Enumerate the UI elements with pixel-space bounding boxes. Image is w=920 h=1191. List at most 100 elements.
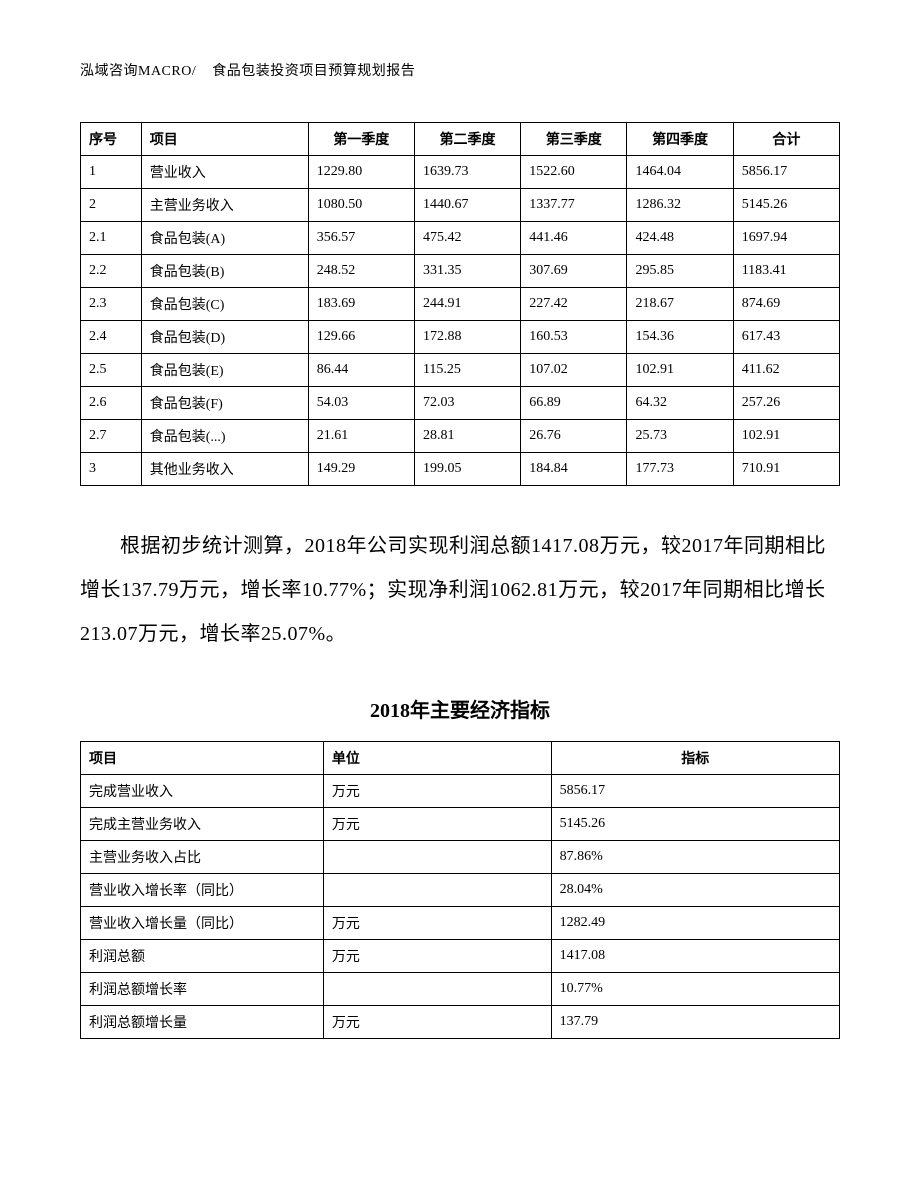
- table-cell: 295.85: [627, 255, 733, 288]
- table-cell: 356.57: [308, 222, 414, 255]
- table-cell: 183.69: [308, 288, 414, 321]
- table-cell: 115.25: [414, 354, 520, 387]
- table-cell: 617.43: [733, 321, 839, 354]
- table-cell: 5145.26: [733, 189, 839, 222]
- page-header: 泓域咨询MACRO/ 食品包装投资项目预算规划报告: [80, 60, 840, 80]
- table-row: 主营业务收入占比 87.86%: [81, 841, 840, 874]
- table-row: 2.2食品包装(B)248.52331.35307.69295.851183.4…: [81, 255, 840, 288]
- table-row: 营业收入增长量（同比）万元1282.49: [81, 907, 840, 940]
- table-cell: 1337.77: [521, 189, 627, 222]
- indicators-table: 项目 单位 指标 完成营业收入万元5856.17完成主营业务收入万元5145.2…: [80, 741, 840, 1039]
- table-cell: 食品包装(E): [141, 354, 308, 387]
- table-cell: 26.76: [521, 420, 627, 453]
- col-header: 序号: [81, 123, 142, 156]
- table-cell: 411.62: [733, 354, 839, 387]
- header-company: 泓域咨询MACRO/: [80, 64, 196, 79]
- indicators-table-body: 完成营业收入万元5856.17完成主营业务收入万元5145.26主营业务收入占比…: [81, 775, 840, 1039]
- table-cell: 227.42: [521, 288, 627, 321]
- table-cell: 331.35: [414, 255, 520, 288]
- table-row: 营业收入增长率（同比） 28.04%: [81, 874, 840, 907]
- table-cell: 利润总额增长率: [81, 973, 324, 1006]
- table-cell: 102.91: [627, 354, 733, 387]
- table-cell: 万元: [323, 907, 551, 940]
- table-cell: 其他业务收入: [141, 453, 308, 486]
- table-cell: 424.48: [627, 222, 733, 255]
- table-cell: 食品包装(B): [141, 255, 308, 288]
- table-cell: [323, 874, 551, 907]
- table-cell: 2.1: [81, 222, 142, 255]
- table-cell: 107.02: [521, 354, 627, 387]
- table-cell: 160.53: [521, 321, 627, 354]
- table-cell: 食品包装(D): [141, 321, 308, 354]
- table-cell: 1183.41: [733, 255, 839, 288]
- table-cell: 万元: [323, 940, 551, 973]
- table-cell: 28.81: [414, 420, 520, 453]
- table-cell: 2.7: [81, 420, 142, 453]
- table-cell: 1464.04: [627, 156, 733, 189]
- table-cell: 1286.32: [627, 189, 733, 222]
- table-cell: 完成主营业务收入: [81, 808, 324, 841]
- table-cell: 1639.73: [414, 156, 520, 189]
- col-header: 合计: [733, 123, 839, 156]
- table-cell: 1: [81, 156, 142, 189]
- table-cell: 3: [81, 453, 142, 486]
- table-cell: 475.42: [414, 222, 520, 255]
- table-cell: 710.91: [733, 453, 839, 486]
- table-cell: 86.44: [308, 354, 414, 387]
- table-cell: 64.32: [627, 387, 733, 420]
- table-row: 3其他业务收入149.29199.05184.84177.73710.91: [81, 453, 840, 486]
- table-cell: 2.4: [81, 321, 142, 354]
- table-cell: 184.84: [521, 453, 627, 486]
- table-cell: [323, 841, 551, 874]
- table-cell: 257.26: [733, 387, 839, 420]
- table-cell: 1080.50: [308, 189, 414, 222]
- col-header: 第二季度: [414, 123, 520, 156]
- table-cell: 主营业务收入: [141, 189, 308, 222]
- table-cell: 218.67: [627, 288, 733, 321]
- table-row: 2.3食品包装(C)183.69244.91227.42218.67874.69: [81, 288, 840, 321]
- table-cell: 66.89: [521, 387, 627, 420]
- table-cell: 营业收入: [141, 156, 308, 189]
- table-cell: 129.66: [308, 321, 414, 354]
- table-cell: 1440.67: [414, 189, 520, 222]
- table-cell: 137.79: [551, 1006, 839, 1039]
- document-page: 泓域咨询MACRO/ 食品包装投资项目预算规划报告 序号 项目 第一季度 第二季…: [0, 0, 920, 1191]
- col-header: 第三季度: [521, 123, 627, 156]
- table-cell: 102.91: [733, 420, 839, 453]
- table-cell: 1229.80: [308, 156, 414, 189]
- table-row: 完成主营业务收入万元5145.26: [81, 808, 840, 841]
- table-cell: 主营业务收入占比: [81, 841, 324, 874]
- col-header: 单位: [323, 742, 551, 775]
- table-cell: 177.73: [627, 453, 733, 486]
- col-header: 项目: [81, 742, 324, 775]
- table-cell: 874.69: [733, 288, 839, 321]
- table-cell: 10.77%: [551, 973, 839, 1006]
- table-header-row: 序号 项目 第一季度 第二季度 第三季度 第四季度 合计: [81, 123, 840, 156]
- col-header: 指标: [551, 742, 839, 775]
- table-row: 利润总额增长率 10.77%: [81, 973, 840, 1006]
- table-cell: 1282.49: [551, 907, 839, 940]
- table-cell: 87.86%: [551, 841, 839, 874]
- table-cell: 72.03: [414, 387, 520, 420]
- table-cell: 2: [81, 189, 142, 222]
- table-cell: 利润总额: [81, 940, 324, 973]
- table-cell: 244.91: [414, 288, 520, 321]
- table-cell: 28.04%: [551, 874, 839, 907]
- table-row: 2.6食品包装(F)54.0372.0366.8964.32257.26: [81, 387, 840, 420]
- table-row: 利润总额增长量万元137.79: [81, 1006, 840, 1039]
- table-cell: 完成营业收入: [81, 775, 324, 808]
- table-cell: 万元: [323, 775, 551, 808]
- summary-paragraph: 根据初步统计测算，2018年公司实现利润总额1417.08万元，较2017年同期…: [80, 524, 840, 656]
- table-cell: 食品包装(C): [141, 288, 308, 321]
- table-cell: 食品包装(F): [141, 387, 308, 420]
- table-cell: 5856.17: [733, 156, 839, 189]
- table-header-row: 项目 单位 指标: [81, 742, 840, 775]
- table-cell: 营业收入增长率（同比）: [81, 874, 324, 907]
- table-cell: 248.52: [308, 255, 414, 288]
- table-row: 2.5食品包装(E)86.44115.25107.02102.91411.62: [81, 354, 840, 387]
- table-cell: 5856.17: [551, 775, 839, 808]
- table-cell: 307.69: [521, 255, 627, 288]
- table-cell: 2.5: [81, 354, 142, 387]
- quarterly-table: 序号 项目 第一季度 第二季度 第三季度 第四季度 合计 1营业收入1229.8…: [80, 122, 840, 486]
- table-cell: 食品包装(...): [141, 420, 308, 453]
